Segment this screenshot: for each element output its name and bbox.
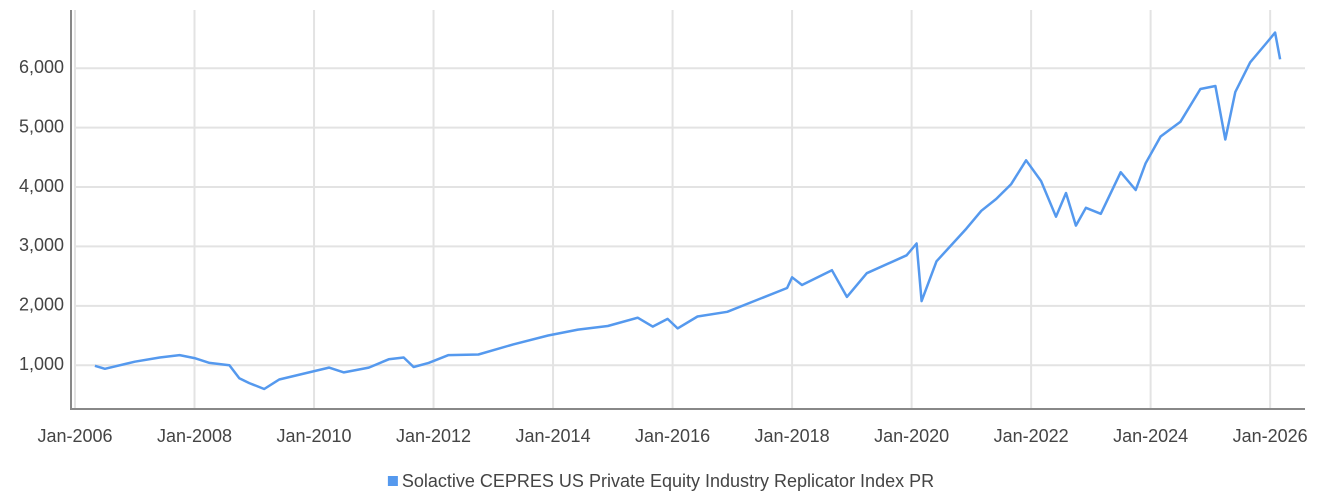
series-line bbox=[94, 31, 1282, 391]
y-tick-label: 6,000 bbox=[19, 57, 64, 77]
legend-swatch bbox=[387, 476, 398, 486]
x-tick-label: Jan-2024 bbox=[1113, 426, 1188, 446]
y-tick-label: 4,000 bbox=[19, 176, 64, 196]
x-tick-label: Jan-2012 bbox=[396, 426, 471, 446]
x-tick-label: Jan-2008 bbox=[157, 426, 232, 446]
x-tick-label: Jan-2026 bbox=[1233, 426, 1308, 446]
x-tick-label: Jan-2006 bbox=[37, 426, 112, 446]
x-tick-label: Jan-2016 bbox=[635, 426, 710, 446]
y-tick-label: 3,000 bbox=[19, 235, 64, 255]
y-tick-label: 2,000 bbox=[19, 295, 64, 315]
y-tick-label: 1,000 bbox=[19, 354, 64, 374]
x-tick-label: Jan-2014 bbox=[516, 426, 591, 446]
legend-label: Solactive CEPRES US Private Equity Indus… bbox=[402, 471, 934, 491]
x-tick-label: Jan-2018 bbox=[755, 426, 830, 446]
y-tick-label: 5,000 bbox=[19, 116, 64, 136]
x-tick-label: Jan-2020 bbox=[874, 426, 949, 446]
x-tick-label: Jan-2010 bbox=[276, 426, 351, 446]
x-tick-label: Jan-2022 bbox=[994, 426, 1069, 446]
